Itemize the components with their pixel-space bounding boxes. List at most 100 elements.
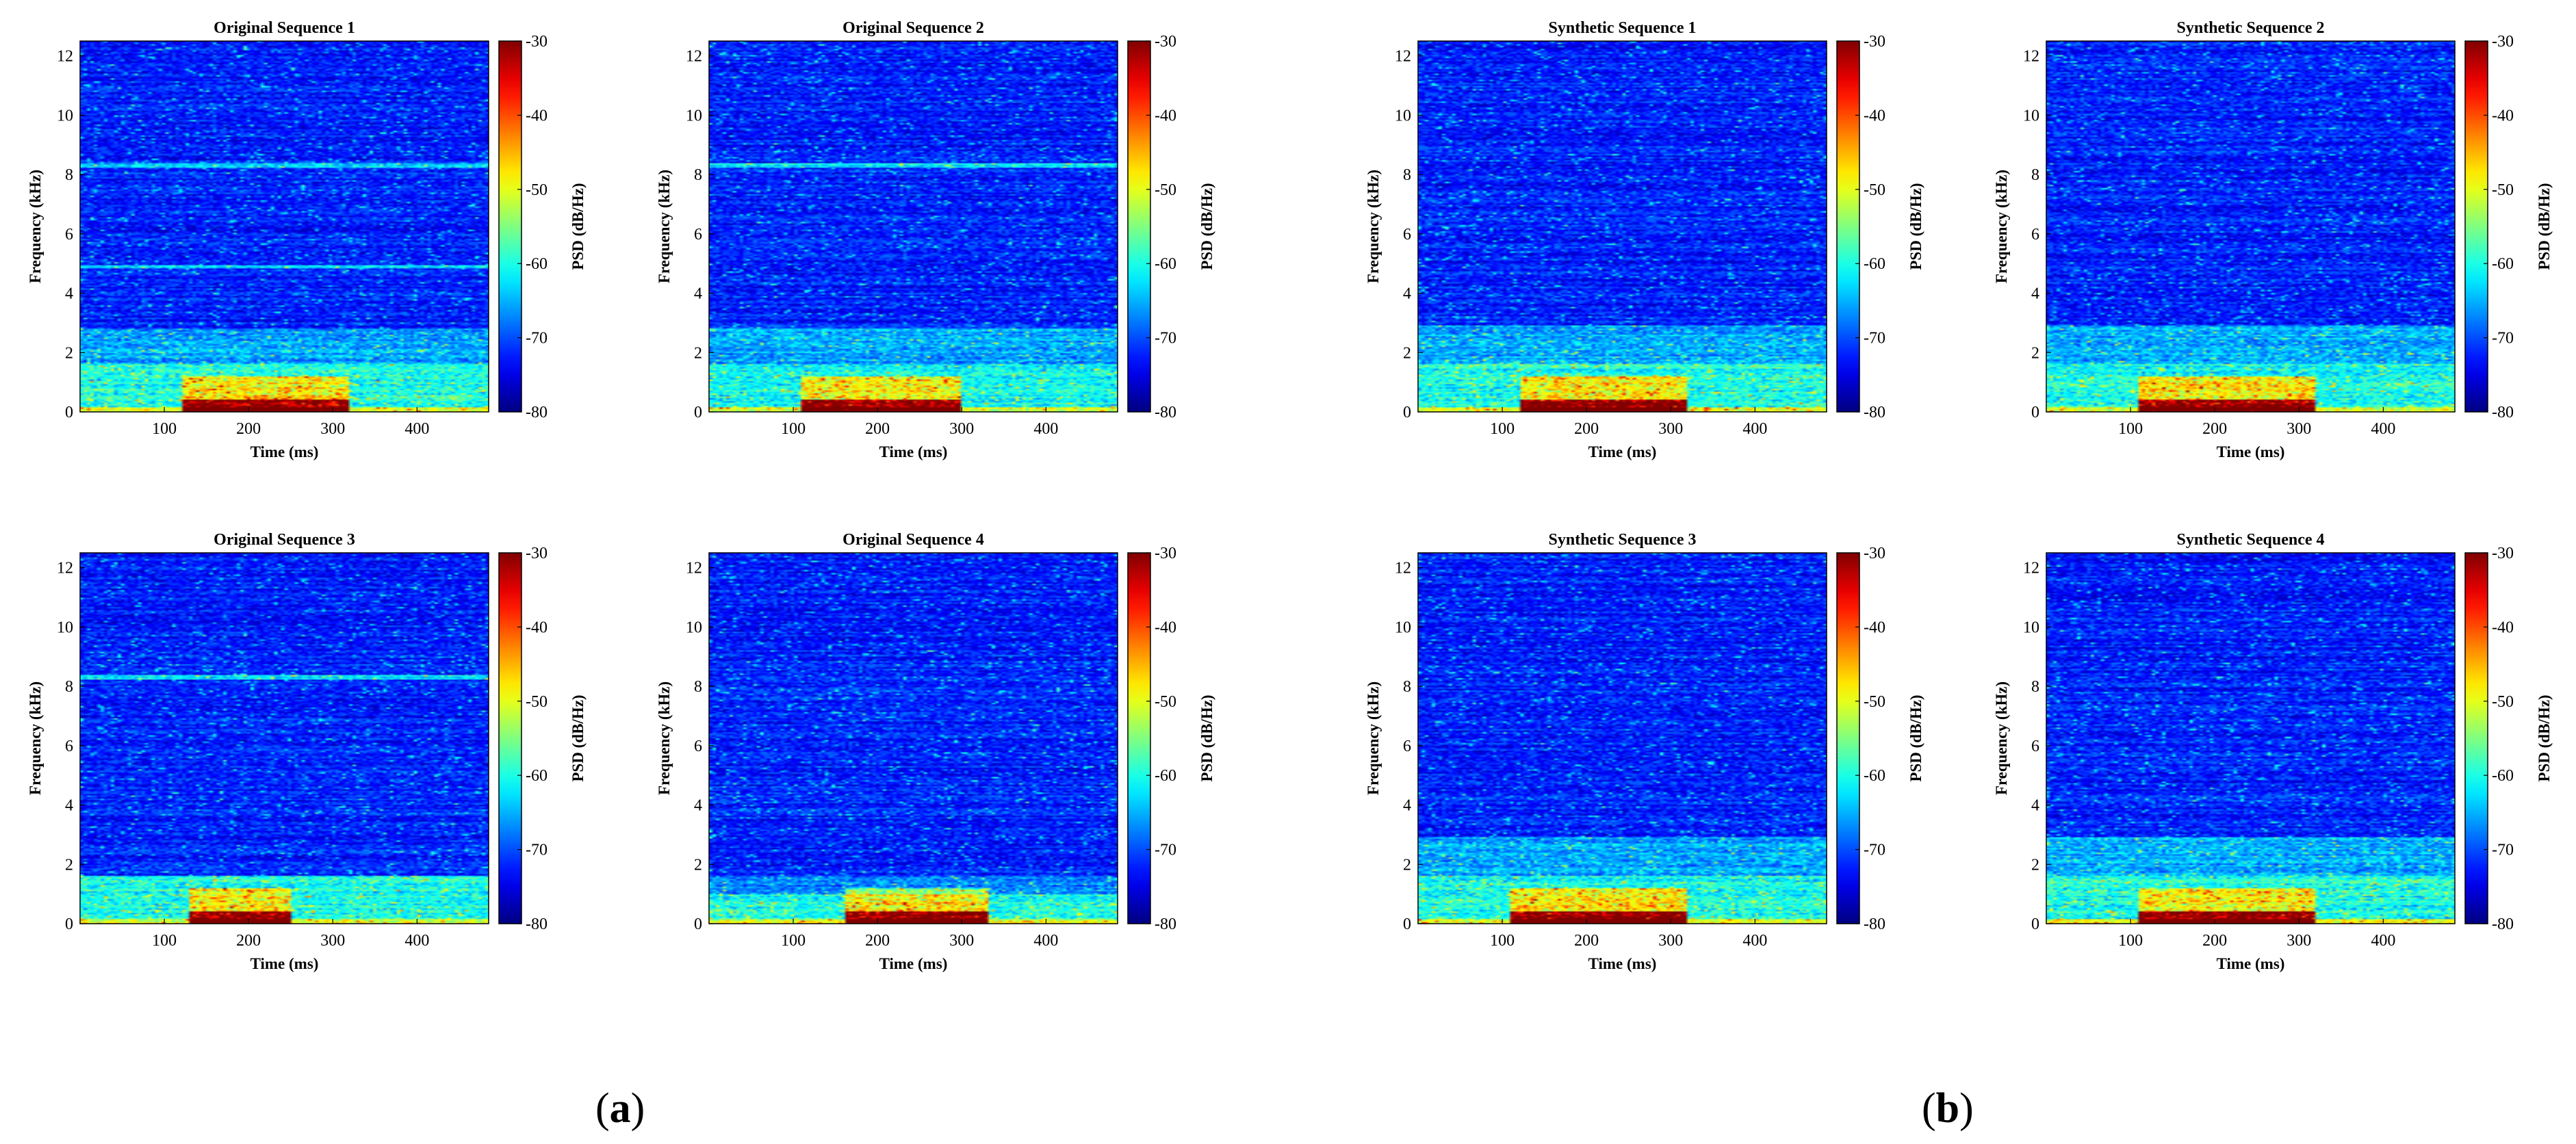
x-tick-label: 100 (781, 420, 806, 438)
y-tick-label: 0 (694, 404, 702, 421)
colorbar: -30 -40 -50 -60 -70 -80 PSD (dB/Hz) (1127, 545, 1215, 933)
y-tick-label: 4 (1403, 285, 1411, 303)
colorbar-tick-label: -60 (1864, 255, 1885, 273)
x-tick-label: 300 (949, 932, 974, 950)
colorbar-tick-label: -30 (526, 33, 548, 51)
colorbar-tick-label: -70 (1864, 330, 1885, 348)
colorbar-tick-label: -40 (2492, 107, 2514, 125)
x-tick-label: 100 (152, 932, 177, 950)
spectrogram-image (709, 41, 1118, 412)
y-tick-label: 6 (694, 226, 702, 244)
colorbar-tick-label: -60 (2492, 767, 2514, 785)
x-tick-label: 200 (1574, 932, 1599, 950)
colorbar-label: PSD (dB/Hz) (569, 694, 587, 781)
y-tick-label: 12 (1395, 560, 1411, 577)
y-tick-label: 2 (2031, 856, 2039, 874)
x-tick-label: 400 (404, 420, 429, 438)
y-tick-label: 12 (2023, 560, 2039, 577)
spectrogram-panel-4: Synthetic Sequence 2 100 200 300 400 0 2 4 6 8 10 1… (1993, 19, 2553, 460)
colorbar-tick-label: -50 (526, 181, 548, 199)
plot-frame (2046, 552, 2456, 924)
colorbar-gradient (1127, 552, 1151, 924)
colorbar-tick-label: -30 (2492, 33, 2514, 51)
x-tick-label: 400 (1033, 932, 1058, 950)
plot-frame (1417, 552, 1827, 924)
plot-frame (79, 552, 489, 924)
y-tick-label: 12 (2023, 48, 2039, 66)
x-tick-label: 200 (236, 932, 261, 950)
plot-title: Synthetic Sequence 2 (2177, 19, 2325, 37)
colorbar-tick-label: -80 (526, 915, 548, 933)
spectrogram-image (2046, 41, 2455, 412)
y-axis-label: Frequency (kHz) (1993, 681, 2010, 795)
colorbar-tick-label: -30 (526, 545, 548, 562)
y-tick-label: 10 (1395, 107, 1411, 125)
y-tick-label: 4 (694, 285, 702, 303)
colorbar-label: PSD (dB/Hz) (569, 183, 587, 270)
y-tick-label: 10 (686, 107, 702, 125)
colorbar: -30 -40 -50 -60 -70 -80 PSD (dB/Hz) (1836, 33, 1924, 421)
plot-frame (708, 40, 1118, 413)
x-tick-label: 200 (2202, 932, 2227, 950)
y-tick-label: 8 (2031, 678, 2039, 696)
y-tick-label: 12 (686, 48, 702, 66)
x-axis-label: Time (ms) (2217, 955, 2285, 972)
colorbar-tick-label: -70 (1155, 842, 1176, 859)
y-tick-label: 8 (694, 166, 702, 184)
panel-label-a-letter: a (609, 1085, 631, 1132)
x-tick-label: 300 (320, 420, 345, 438)
colorbar-tick-label: -60 (1155, 255, 1176, 273)
x-axis-label: Time (ms) (250, 955, 319, 972)
colorbar-tick-label: -40 (526, 619, 548, 636)
y-tick-label: 12 (57, 560, 73, 577)
y-tick-label: 10 (57, 619, 73, 636)
y-axis-label: Frequency (kHz) (27, 170, 44, 283)
colorbar-tick-label: -30 (1155, 545, 1176, 562)
x-tick-label: 300 (1658, 932, 1683, 950)
y-tick-label: 2 (694, 344, 702, 362)
spectrogram-panel-2: Original Sequence 2 100 200 300 400 0 2 4 6 8 10 12… (656, 19, 1215, 460)
colorbar-tick-label: -60 (2492, 255, 2514, 273)
y-tick-label: 12 (57, 48, 73, 66)
y-tick-label: 2 (694, 856, 702, 874)
spectrogram-image (80, 553, 489, 924)
colorbar-tick-label: -50 (2492, 693, 2514, 711)
colorbar-tick-label: -50 (1155, 181, 1176, 199)
colorbar-gradient (2464, 552, 2488, 924)
y-tick-label: 0 (65, 404, 73, 421)
colorbar-tick-label: -50 (2492, 181, 2514, 199)
spectrogram-image (2046, 553, 2455, 924)
y-axis-label: Frequency (kHz) (656, 170, 673, 283)
y-axis-label: Frequency (kHz) (656, 681, 673, 795)
colorbar-tick-label: -30 (1155, 33, 1176, 51)
y-tick-label: 10 (1395, 619, 1411, 636)
x-axis-label: Time (ms) (879, 955, 948, 972)
x-tick-label: 400 (2371, 932, 2395, 950)
colorbar: -30 -40 -50 -60 -70 -80 PSD (dB/Hz) (2464, 545, 2553, 933)
spectrogram-image (80, 41, 489, 412)
colorbar-tick-label: -70 (1155, 330, 1176, 348)
colorbar-tick-label: -70 (2492, 330, 2514, 348)
colorbar-tick-label: -40 (1155, 107, 1176, 125)
y-tick-label: 2 (1403, 344, 1411, 362)
colorbar-tick-label: -80 (1155, 915, 1176, 933)
plot-title: Original Sequence 3 (214, 531, 355, 549)
y-tick-label: 4 (65, 285, 73, 303)
y-tick-label: 2 (65, 344, 73, 362)
y-tick-label: 10 (57, 107, 73, 125)
y-tick-label: 6 (1403, 738, 1411, 755)
plot-title: Original Sequence 4 (842, 531, 984, 549)
colorbar-tick-label: -40 (1155, 619, 1176, 636)
colorbar-gradient (498, 40, 522, 413)
colorbar-tick-label: -80 (1864, 404, 1885, 421)
y-tick-label: 6 (65, 738, 73, 755)
colorbar-tick-label: -30 (1864, 33, 1885, 51)
plot-title: Original Sequence 2 (842, 19, 984, 37)
colorbar-tick-label: -60 (526, 767, 548, 785)
y-tick-label: 8 (65, 678, 73, 696)
colorbar-tick-label: -80 (526, 404, 548, 421)
colorbar-label: PSD (dB/Hz) (1907, 694, 1924, 781)
colorbar: -30 -40 -50 -60 -70 -80 PSD (dB/Hz) (2464, 33, 2553, 421)
plot-title: Synthetic Sequence 4 (2177, 531, 2325, 549)
spectrogram-panel-6: Original Sequence 4 100 200 300 400 0 2 4 6 8 10 12… (656, 531, 1215, 972)
